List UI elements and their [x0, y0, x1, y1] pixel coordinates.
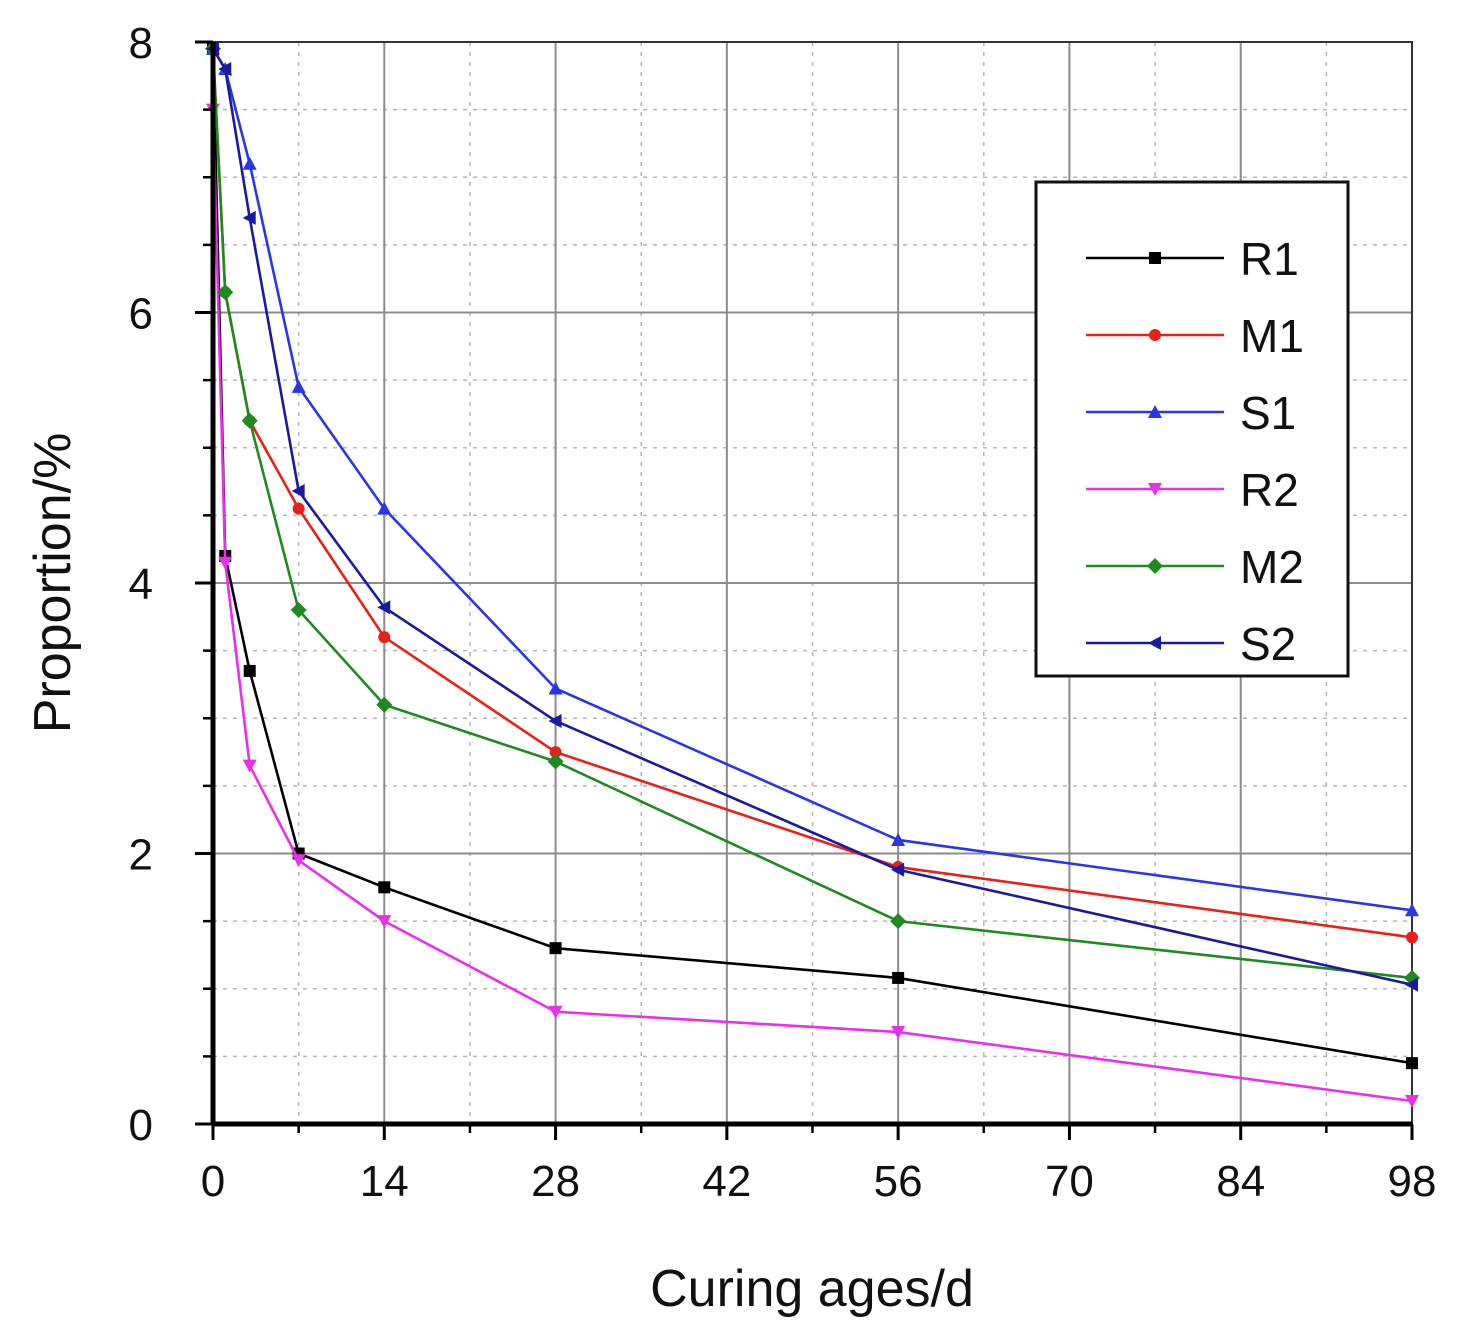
data-point-S1 [548, 681, 563, 695]
data-point-M2 [241, 412, 258, 429]
data-point-M1 [292, 502, 305, 515]
y-axis-title: Proportion/% [24, 433, 82, 734]
data-point-M1 [1406, 931, 1418, 944]
data-point-S2 [291, 484, 305, 499]
data-point-S2 [377, 600, 391, 615]
x-tick-label: 28 [531, 1157, 580, 1206]
legend-label: S1 [1240, 387, 1296, 439]
y-tick-label: 6 [129, 290, 153, 339]
legend-label: M1 [1240, 310, 1304, 362]
data-point-S1 [291, 379, 306, 393]
legend-box [1034, 180, 1350, 678]
data-point-R2 [291, 854, 306, 868]
data-point-R1 [892, 971, 905, 984]
series-S2 [206, 41, 1418, 992]
x-tick-label: 56 [874, 1157, 923, 1206]
legend-label: S2 [1240, 618, 1296, 670]
x-tick-label: 42 [702, 1157, 751, 1206]
axes [195, 40, 1414, 1140]
legend-label: M2 [1240, 541, 1304, 593]
legend-entry-R2: R2 [1086, 464, 1299, 516]
data-point-M2 [217, 284, 234, 301]
data-point-S1 [1405, 903, 1419, 917]
legend-entry-R1: R1 [1086, 233, 1299, 285]
x-tick-label: 84 [1216, 1157, 1265, 1206]
legend-swatch-marker [1149, 329, 1161, 341]
data-point-R1 [243, 664, 256, 677]
data-point-S1 [242, 156, 257, 170]
legend-swatch-marker [1148, 405, 1162, 418]
data-point-R2 [1405, 1095, 1419, 1109]
legend-entry-S2: S2 [1086, 618, 1296, 670]
data-point-M2 [290, 602, 307, 619]
y-tick-label: 0 [129, 1101, 153, 1150]
series-R2 [206, 103, 1419, 1109]
legend-swatch-marker [1148, 483, 1162, 496]
data-point-M1 [378, 631, 391, 644]
data-point-M2 [547, 753, 564, 770]
data-point-M2 [890, 913, 907, 930]
data-point-S2 [1405, 977, 1418, 992]
data-point-S2 [891, 862, 905, 877]
y-tick-label: 4 [129, 560, 153, 609]
series-M2 [205, 40, 1420, 986]
data-point-R2 [891, 1026, 906, 1040]
legend-swatch-marker [1149, 252, 1161, 264]
series-layer [205, 40, 1420, 1109]
x-axis-title: Curing ages/d [650, 1260, 974, 1318]
series-line-R2 [211, 109, 1413, 1103]
legend: R1 M1 S1 R2 M2 S2 [1034, 180, 1350, 678]
data-point-R1 [378, 881, 391, 894]
data-point-S2 [548, 713, 562, 728]
legend-label: R1 [1240, 233, 1299, 285]
data-point-S1 [377, 501, 392, 515]
data-point-S2 [218, 62, 232, 77]
legend-label: R2 [1240, 464, 1299, 516]
y-tick-label: 8 [129, 19, 153, 68]
x-tick-label: 14 [360, 1157, 409, 1206]
data-point-R2 [548, 1005, 563, 1019]
data-point-R2 [377, 915, 392, 929]
data-point-R2 [242, 759, 257, 773]
data-point-M2 [376, 696, 393, 713]
legend-swatch-marker [1148, 636, 1161, 650]
data-point-M1 [549, 746, 562, 759]
series-line-S1 [211, 48, 1413, 912]
data-point-S1 [891, 832, 906, 846]
data-point-R1 [1406, 1057, 1418, 1070]
data-point-S2 [242, 210, 256, 225]
series-line-R1 [211, 48, 1413, 1065]
legend-entry-S1: S1 [1086, 387, 1296, 439]
series-line-S2 [211, 48, 1413, 986]
legend-entry-M2: M2 [1086, 541, 1304, 593]
x-tick-label: 98 [1388, 1157, 1437, 1206]
legend-entry-M1: M1 [1086, 310, 1304, 362]
x-tick-label: 70 [1045, 1157, 1094, 1206]
tick-labels: 0 14 28 42 56 70 84 98 0 2 4 6 8 [129, 19, 1437, 1206]
data-point-R2 [218, 556, 233, 570]
legend-swatch-marker [1147, 558, 1163, 574]
y-tick-label: 2 [129, 831, 153, 880]
x-tick-label: 0 [201, 1157, 225, 1206]
series-line-M2 [211, 48, 1413, 980]
data-point-R1 [549, 942, 562, 955]
